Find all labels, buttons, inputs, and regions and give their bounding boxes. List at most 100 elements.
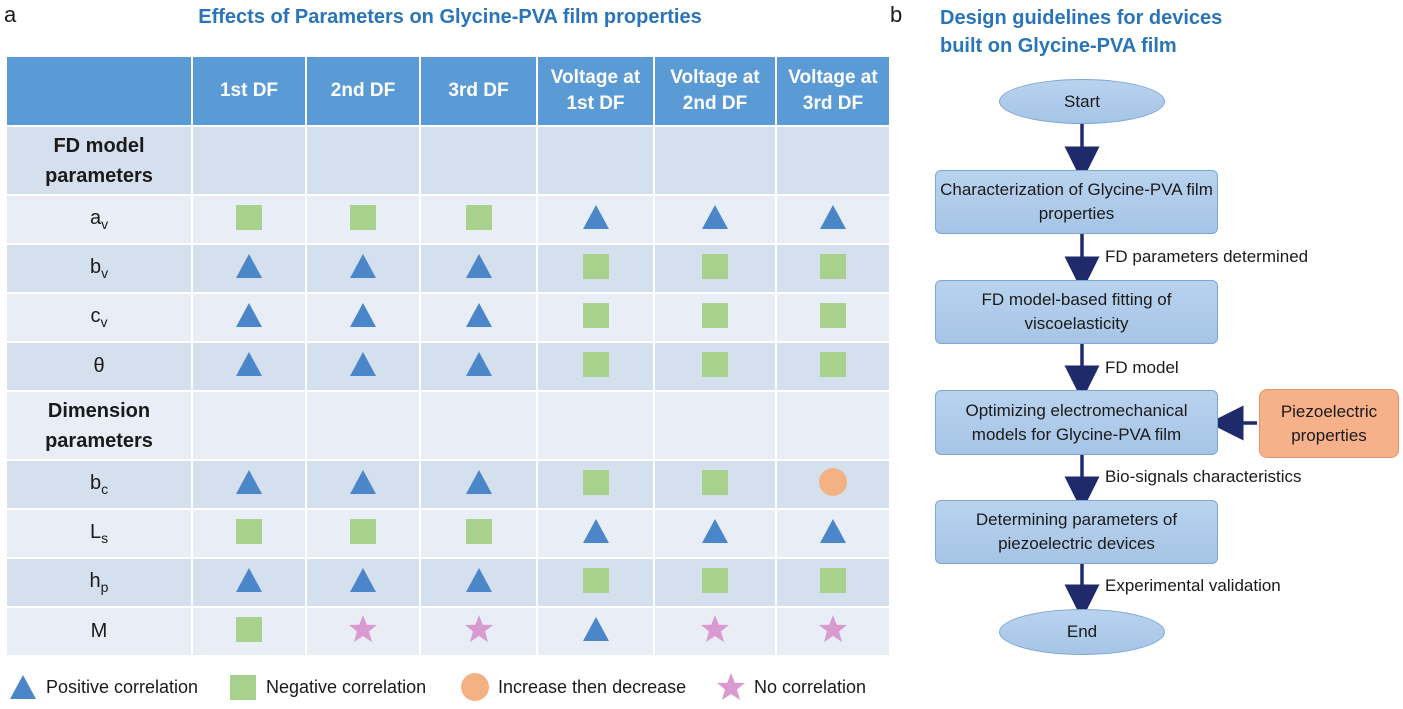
square-icon [581,300,611,330]
legend-label: No correlation [754,676,867,697]
correlation-cell [191,606,307,657]
star-icon [716,672,746,702]
empty-cell [536,125,655,196]
triangle-icon [581,516,611,546]
triangle-icon [700,516,730,546]
correlation-cell [191,459,307,510]
square-icon [700,565,730,595]
square-icon [228,672,258,702]
section-label: FD model parameters [5,125,193,196]
square-icon [348,516,378,546]
parameter-symbol: L [89,521,102,543]
parameter-symbol: a [89,207,102,229]
parameter-symbol: b [89,472,102,494]
correlation-cell [305,557,421,608]
edge-label: FD parameters determined [1105,247,1309,266]
correlation-cell [775,606,891,657]
triangle-icon [234,349,264,379]
correlation-cell [653,508,777,559]
column-header: Voltage at 2nd DF [653,55,777,127]
correlation-cell [536,194,655,245]
square-icon [818,565,848,595]
row-parameter: cv [5,292,193,343]
correlation-cell [536,557,655,608]
correlation-cell [419,194,538,245]
row-parameter: bv [5,243,193,294]
table-row: M [5,606,891,657]
correlation-cell [419,459,538,510]
correlation-cell [191,243,307,294]
step-fitting: FD model-based fitting of viscoelasticit… [935,280,1218,344]
triangle-icon [234,251,264,281]
section-row: Dimension parameters [5,390,891,461]
column-header: Voltage at 1st DF [536,55,655,127]
correlation-cell [653,606,777,657]
empty-cell [775,390,891,461]
triangle-icon [818,516,848,546]
correlation-cell [775,292,891,343]
side-input-node: Piezoelectric properties [1259,389,1399,458]
square-icon [464,516,494,546]
correlation-cell [775,243,891,294]
correlation-cell [305,341,421,392]
triangle-icon [464,565,494,595]
column-header: 2nd DF [305,55,421,127]
triangle-icon [464,251,494,281]
correlation-cell [419,557,538,608]
legend-none: No correlation [716,672,866,702]
correlation-cell [653,243,777,294]
empty-cell [191,125,307,196]
empty-cell [191,390,307,461]
section-row: FD model parameters [5,125,891,196]
correlation-cell [653,341,777,392]
edge-label: Bio-signals characteristics [1105,467,1302,486]
section-label: Dimension parameters [5,390,193,461]
square-icon [581,565,611,595]
table-row: av [5,194,891,245]
correlation-cell [775,557,891,608]
table-row: Ls [5,508,891,559]
legend-label: Positive correlation [46,676,199,697]
correlation-cell [536,292,655,343]
edge-label: Experimental validation [1105,576,1281,595]
square-icon [700,300,730,330]
triangle-icon [8,672,38,702]
square-icon [348,202,378,232]
square-icon [700,467,730,497]
correlation-cell [653,557,777,608]
empty-cell [419,390,538,461]
correlation-cell [305,459,421,510]
empty-cell [305,125,421,196]
panel-b-letter: b [890,2,903,27]
table-row: cv [5,292,891,343]
triangle-icon [348,349,378,379]
correlation-cell [536,459,655,510]
correlation-cell [305,243,421,294]
empty-cell [305,390,421,461]
triangle-icon [581,614,611,644]
correlation-cell [305,606,421,657]
circle-icon [460,672,490,702]
square-icon [700,349,730,379]
triangle-icon [348,251,378,281]
parameter-symbol: h [89,570,101,592]
correlation-cell [191,292,307,343]
triangle-icon [464,467,494,497]
legend-positive: Positive correlation [8,672,198,702]
correlation-cell [775,508,891,559]
star-icon [700,614,730,644]
correlation-cell [419,606,538,657]
row-parameter: av [5,194,193,245]
empty-cell [775,125,891,196]
triangle-icon [234,467,264,497]
square-icon [818,300,848,330]
square-icon [581,467,611,497]
correlation-cell [419,508,538,559]
parameter-subscript: v [101,265,109,281]
correlation-cell [653,292,777,343]
correlation-cell [419,341,538,392]
parameter-symbol: θ [93,355,105,377]
triangle-icon [348,300,378,330]
start-node: Start [999,79,1165,124]
